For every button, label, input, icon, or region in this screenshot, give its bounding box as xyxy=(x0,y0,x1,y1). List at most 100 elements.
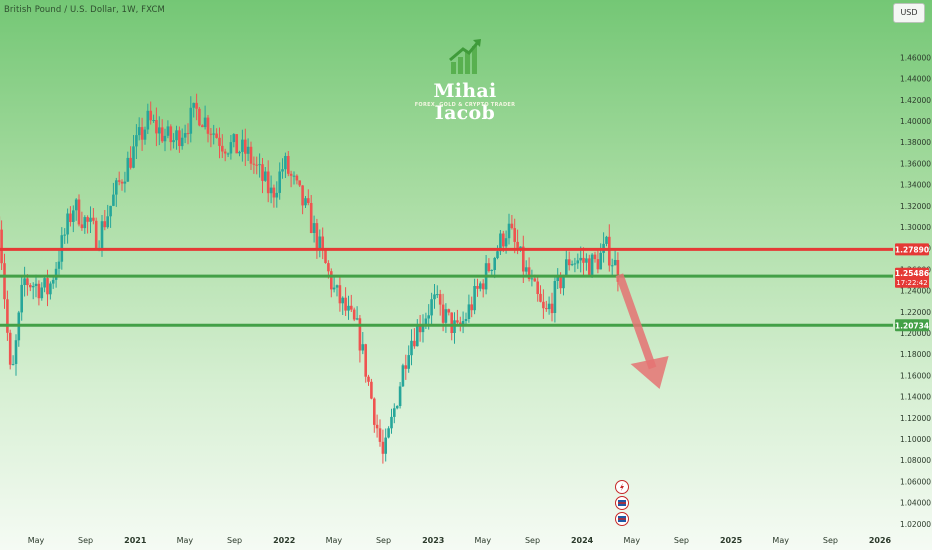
x-tick-label: May xyxy=(624,536,641,545)
candle-body xyxy=(319,237,322,250)
candle-body xyxy=(410,341,413,355)
candle-body xyxy=(29,285,32,287)
y-tick-label: 1.32000 xyxy=(900,202,931,211)
candle-body xyxy=(167,126,170,135)
x-tick-label: Sep xyxy=(376,536,391,545)
candle-body xyxy=(330,271,333,289)
candle-body xyxy=(104,221,107,227)
candle-body xyxy=(531,278,534,279)
x-tick-label: May xyxy=(475,536,492,545)
candle-body xyxy=(442,305,445,323)
candle-body xyxy=(545,308,548,309)
candle-body xyxy=(565,259,568,275)
event-icons[interactable] xyxy=(616,481,629,526)
currency-button[interactable]: USD xyxy=(893,3,925,23)
x-tick-label: Sep xyxy=(823,536,838,545)
candle-body xyxy=(313,223,316,233)
candle-body xyxy=(284,156,287,169)
candle-body xyxy=(468,304,471,319)
candle-body xyxy=(164,136,167,141)
candle-body xyxy=(152,120,155,121)
candle-body xyxy=(407,355,410,369)
candle-body xyxy=(327,263,330,271)
candle-body xyxy=(210,134,213,135)
candle-body xyxy=(144,130,147,140)
y-tick-label: 1.04000 xyxy=(900,499,931,508)
flag-icon[interactable] xyxy=(616,497,629,510)
candle-body xyxy=(78,200,81,225)
candle-body xyxy=(3,263,6,299)
candle-body xyxy=(12,364,15,365)
candle-body xyxy=(69,214,72,223)
candle-body xyxy=(502,234,505,247)
y-tick-label: 1.08000 xyxy=(900,456,931,465)
y-tick-label: 1.36000 xyxy=(900,159,931,168)
candle-body xyxy=(379,428,382,442)
candle-body xyxy=(488,263,491,271)
candle-body xyxy=(129,158,132,168)
candle-body xyxy=(393,408,396,417)
candle-body xyxy=(264,172,267,181)
candle-body xyxy=(287,156,290,174)
candle-body xyxy=(6,299,9,333)
candle-body xyxy=(614,260,617,265)
candle-body xyxy=(49,284,52,295)
candle-body xyxy=(427,315,430,318)
candle-body xyxy=(101,221,104,248)
y-tick-label: 1.02000 xyxy=(900,520,931,529)
candle-body xyxy=(402,365,405,386)
candle-body xyxy=(439,294,442,305)
flag-icon[interactable] xyxy=(616,513,629,526)
candle-body xyxy=(399,386,402,406)
candle-body xyxy=(384,438,387,454)
candle-body xyxy=(353,310,356,320)
level-price-label: 1.20734 xyxy=(895,321,929,330)
candle-body xyxy=(75,200,78,211)
candle-body xyxy=(66,214,69,235)
x-tick-label: 2022 xyxy=(273,536,295,545)
candle-body xyxy=(224,152,227,154)
lightning-icon[interactable] xyxy=(616,481,629,494)
candle-body xyxy=(230,142,233,153)
candle-body xyxy=(479,283,482,288)
candle-body xyxy=(316,223,319,250)
candle-body xyxy=(548,304,551,309)
candle-body xyxy=(347,306,350,311)
y-tick-label: 1.44000 xyxy=(900,75,931,84)
candle-body xyxy=(513,228,516,242)
candle-body xyxy=(465,319,468,321)
y-tick-label: 1.14000 xyxy=(900,393,931,402)
candle-body xyxy=(215,134,218,138)
candle-body xyxy=(579,258,582,261)
bar-countdown-label: 17:22:42 xyxy=(896,279,927,287)
candle-body xyxy=(585,258,588,262)
candle-body xyxy=(301,185,304,205)
candle-body xyxy=(235,134,238,153)
candle-body xyxy=(310,203,313,233)
candle-body xyxy=(430,299,433,315)
candle-body xyxy=(539,294,542,302)
y-axis[interactable]: 1.020001.040001.060001.080001.100001.120… xyxy=(900,53,931,528)
candle-body xyxy=(511,224,514,228)
y-tick-label: 1.38000 xyxy=(900,138,931,147)
candle-body xyxy=(147,111,150,130)
candle-body xyxy=(496,251,499,258)
chart-growth-icon xyxy=(445,36,485,76)
candle-body xyxy=(344,298,347,311)
candle-body xyxy=(536,282,539,295)
candle-body xyxy=(84,217,87,228)
candle-body xyxy=(608,237,611,266)
y-tick-label: 1.16000 xyxy=(900,371,931,380)
candle-body xyxy=(445,309,448,323)
candle-body xyxy=(250,147,253,164)
candle-body xyxy=(46,278,49,294)
candle-body xyxy=(336,285,339,287)
candle-body xyxy=(534,278,537,281)
candle-body xyxy=(341,298,344,304)
candle-body xyxy=(58,262,61,269)
candle-body xyxy=(32,286,35,287)
x-tick-label: May xyxy=(772,536,789,545)
candle-body xyxy=(591,255,594,275)
candle-body xyxy=(382,442,385,454)
